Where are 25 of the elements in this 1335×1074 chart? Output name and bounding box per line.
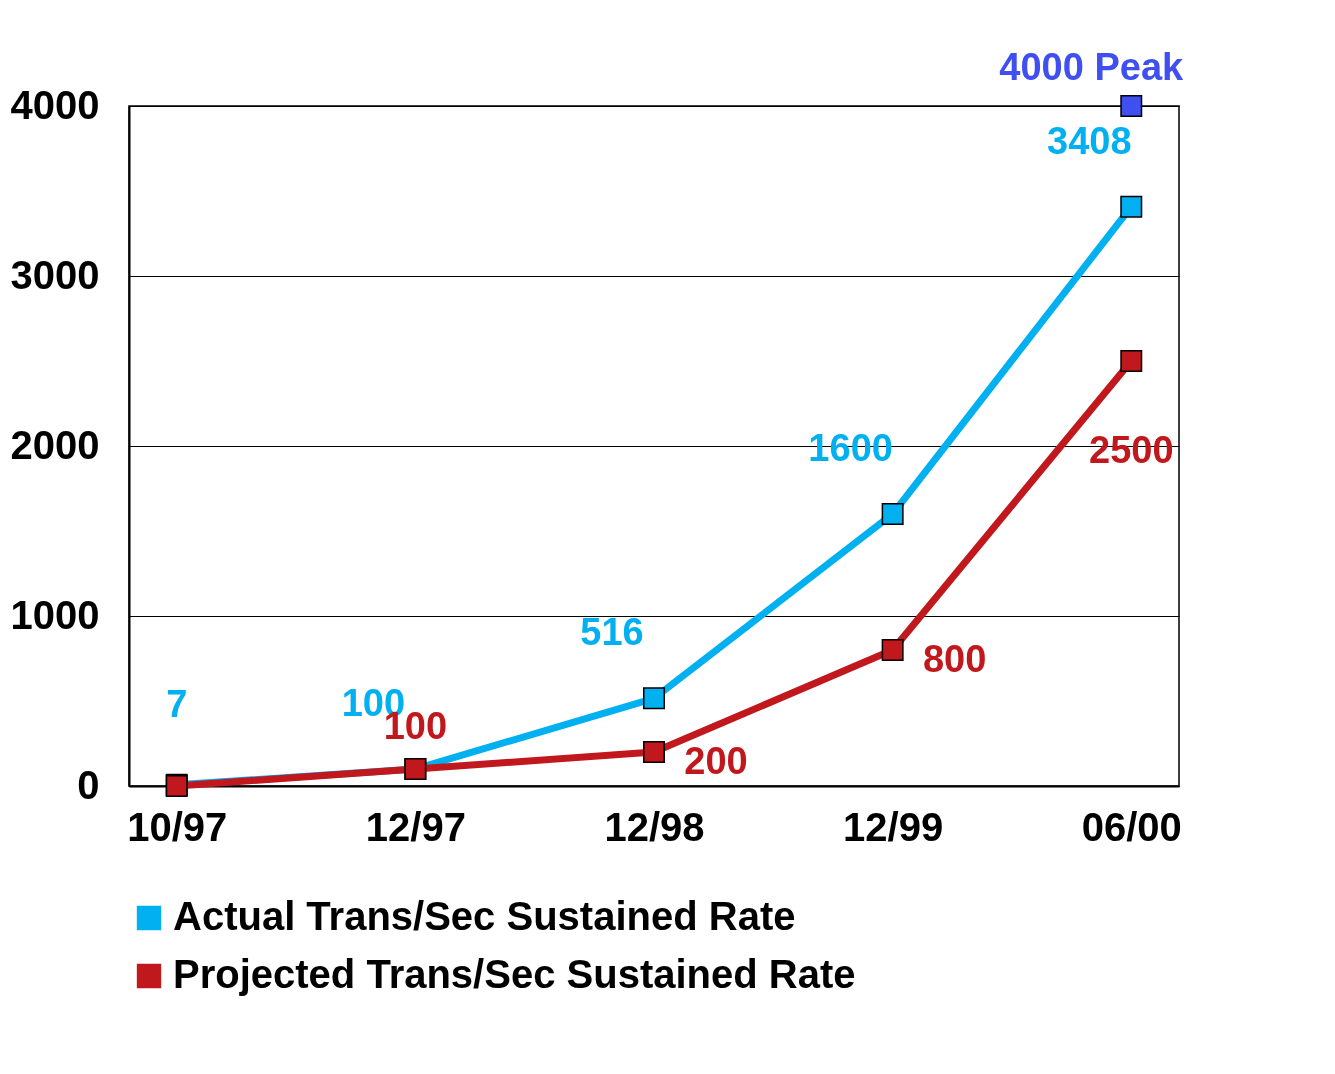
y-tick-label: 1000 [10,592,100,637]
data-label: 3408 [1047,119,1132,162]
y-tick-label: 4000 [10,82,100,127]
x-tick-label: 12/97 [365,804,466,849]
x-tick-label: 06/00 [1081,804,1182,849]
y-tick-label: 2000 [10,422,100,467]
data-label: 200 [684,740,748,782]
legend-label: Actual Trans/Sec Sustained Rate [173,894,796,938]
point [881,503,904,525]
point [1120,95,1143,117]
x-tick-label: 12/98 [604,804,705,849]
point [1120,350,1143,372]
y-tick-label: 0 [77,762,100,807]
point [881,639,904,661]
legend-label: Projected Trans/Sec Sustained Rate [173,952,856,996]
point [643,687,665,710]
x-tick-label: 12/99 [843,804,944,849]
data-label: 516 [580,611,644,654]
point [643,741,665,763]
data-label: 7 [166,682,188,725]
point [1120,195,1143,218]
data-label: 800 [922,638,987,680]
x-tick-label: 10/97 [127,804,228,849]
y-tick-label: 3000 [10,252,100,297]
data-label: 4000 Peak [999,46,1185,88]
